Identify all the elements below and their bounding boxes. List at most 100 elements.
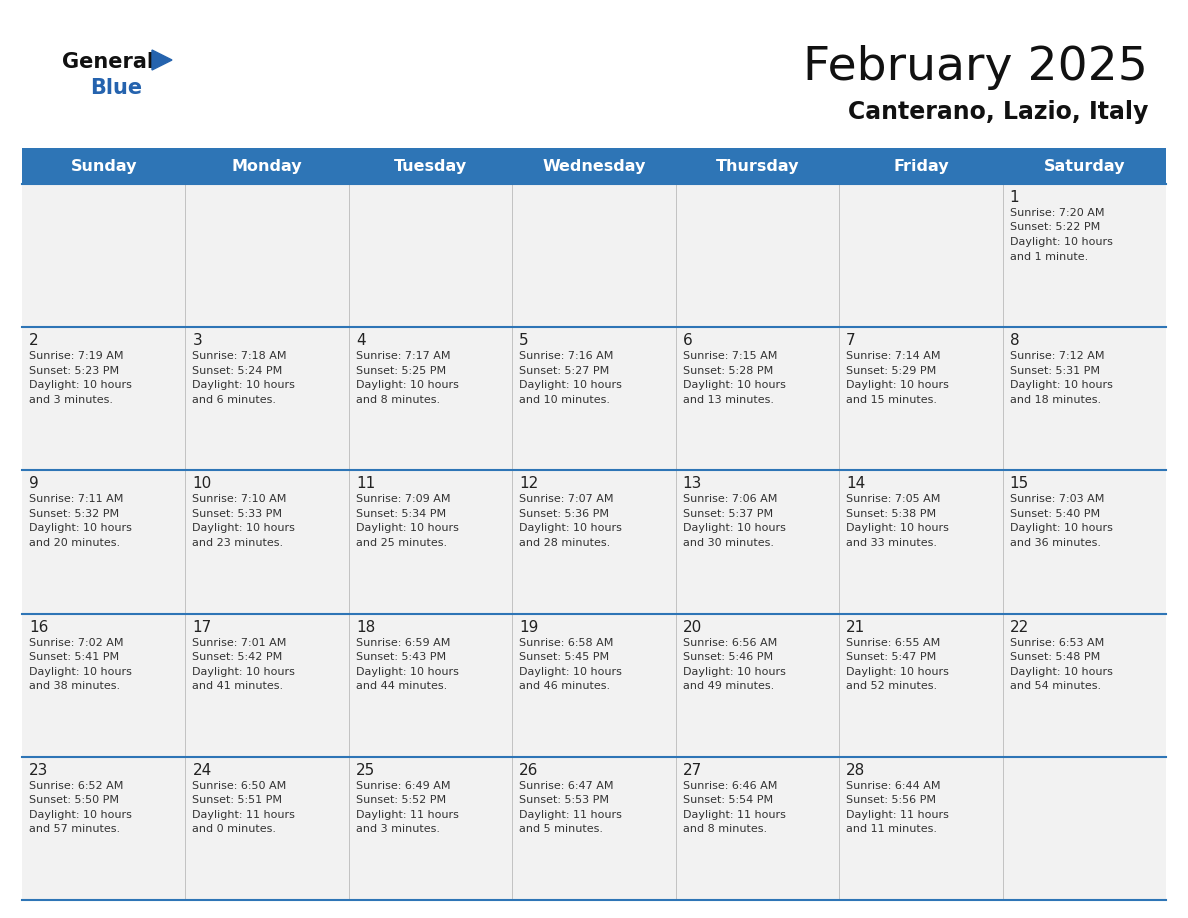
Text: Thursday: Thursday — [715, 159, 800, 174]
Text: Daylight: 10 hours: Daylight: 10 hours — [356, 380, 459, 390]
Text: 24: 24 — [192, 763, 211, 778]
Text: Sunset: 5:36 PM: Sunset: 5:36 PM — [519, 509, 609, 519]
Bar — [185, 470, 349, 613]
Text: Daylight: 10 hours: Daylight: 10 hours — [1010, 523, 1112, 533]
Text: 28: 28 — [846, 763, 865, 778]
Text: Daylight: 10 hours: Daylight: 10 hours — [192, 380, 296, 390]
Bar — [1003, 470, 1165, 613]
Text: Daylight: 10 hours: Daylight: 10 hours — [29, 810, 132, 820]
Text: Sunrise: 6:47 AM: Sunrise: 6:47 AM — [519, 781, 614, 790]
Text: Daylight: 10 hours: Daylight: 10 hours — [1010, 380, 1112, 390]
Text: Sunrise: 7:03 AM: Sunrise: 7:03 AM — [1010, 495, 1104, 504]
Text: and 11 minutes.: and 11 minutes. — [846, 824, 937, 834]
Bar — [185, 148, 349, 184]
Text: Daylight: 10 hours: Daylight: 10 hours — [192, 666, 296, 677]
Bar — [349, 148, 512, 184]
Bar — [839, 148, 1003, 184]
Text: Sunrise: 7:01 AM: Sunrise: 7:01 AM — [192, 638, 286, 647]
Text: 16: 16 — [29, 620, 49, 634]
Text: Daylight: 10 hours: Daylight: 10 hours — [1010, 237, 1112, 247]
Text: Sunset: 5:52 PM: Sunset: 5:52 PM — [356, 795, 446, 805]
Bar — [23, 327, 185, 470]
Text: 23: 23 — [29, 763, 49, 778]
Text: Sunrise: 6:46 AM: Sunrise: 6:46 AM — [683, 781, 777, 790]
Text: Daylight: 10 hours: Daylight: 10 hours — [29, 523, 132, 533]
Text: and 30 minutes.: and 30 minutes. — [683, 538, 773, 548]
Text: and 54 minutes.: and 54 minutes. — [1010, 681, 1101, 691]
Text: Sunset: 5:40 PM: Sunset: 5:40 PM — [1010, 509, 1100, 519]
Bar — [23, 184, 185, 327]
Text: and 36 minutes.: and 36 minutes. — [1010, 538, 1100, 548]
Text: 14: 14 — [846, 476, 865, 491]
Bar — [839, 756, 1003, 900]
Bar — [1003, 148, 1165, 184]
Text: and 38 minutes.: and 38 minutes. — [29, 681, 120, 691]
Text: Sunset: 5:27 PM: Sunset: 5:27 PM — [519, 365, 609, 375]
Text: Daylight: 10 hours: Daylight: 10 hours — [683, 666, 785, 677]
Text: Sunset: 5:56 PM: Sunset: 5:56 PM — [846, 795, 936, 805]
Bar — [185, 613, 349, 756]
Text: Canterano, Lazio, Italy: Canterano, Lazio, Italy — [847, 100, 1148, 124]
Text: and 15 minutes.: and 15 minutes. — [846, 395, 937, 405]
Text: Daylight: 10 hours: Daylight: 10 hours — [846, 380, 949, 390]
Text: Sunset: 5:24 PM: Sunset: 5:24 PM — [192, 365, 283, 375]
Text: Sunrise: 6:50 AM: Sunrise: 6:50 AM — [192, 781, 286, 790]
Text: Sunrise: 7:10 AM: Sunrise: 7:10 AM — [192, 495, 286, 504]
Text: and 13 minutes.: and 13 minutes. — [683, 395, 773, 405]
Bar — [512, 148, 676, 184]
Text: Sunset: 5:33 PM: Sunset: 5:33 PM — [192, 509, 283, 519]
Text: Daylight: 10 hours: Daylight: 10 hours — [356, 666, 459, 677]
Text: Sunset: 5:22 PM: Sunset: 5:22 PM — [1010, 222, 1100, 232]
Text: 20: 20 — [683, 620, 702, 634]
Text: and 57 minutes.: and 57 minutes. — [29, 824, 120, 834]
Text: Sunrise: 7:02 AM: Sunrise: 7:02 AM — [29, 638, 124, 647]
Bar — [676, 613, 839, 756]
Text: Daylight: 10 hours: Daylight: 10 hours — [519, 380, 623, 390]
Text: and 3 minutes.: and 3 minutes. — [356, 824, 440, 834]
Text: and 8 minutes.: and 8 minutes. — [683, 824, 766, 834]
Text: Tuesday: Tuesday — [394, 159, 467, 174]
Text: Friday: Friday — [893, 159, 949, 174]
Text: Daylight: 10 hours: Daylight: 10 hours — [519, 523, 623, 533]
Text: Daylight: 10 hours: Daylight: 10 hours — [1010, 666, 1112, 677]
Text: and 8 minutes.: and 8 minutes. — [356, 395, 440, 405]
Text: Wednesday: Wednesday — [542, 159, 646, 174]
Text: Sunrise: 6:53 AM: Sunrise: 6:53 AM — [1010, 638, 1104, 647]
Text: Sunrise: 7:05 AM: Sunrise: 7:05 AM — [846, 495, 941, 504]
Text: Daylight: 10 hours: Daylight: 10 hours — [846, 523, 949, 533]
Text: 22: 22 — [1010, 620, 1029, 634]
Bar — [676, 327, 839, 470]
Text: General: General — [62, 52, 154, 72]
Bar — [512, 327, 676, 470]
Text: Sunset: 5:37 PM: Sunset: 5:37 PM — [683, 509, 773, 519]
Text: Sunrise: 6:49 AM: Sunrise: 6:49 AM — [356, 781, 450, 790]
Text: and 3 minutes.: and 3 minutes. — [29, 395, 113, 405]
Text: and 25 minutes.: and 25 minutes. — [356, 538, 447, 548]
Text: and 41 minutes.: and 41 minutes. — [192, 681, 284, 691]
Bar — [185, 756, 349, 900]
Text: Daylight: 10 hours: Daylight: 10 hours — [356, 523, 459, 533]
Text: and 5 minutes.: and 5 minutes. — [519, 824, 604, 834]
Text: and 28 minutes.: and 28 minutes. — [519, 538, 611, 548]
Text: 15: 15 — [1010, 476, 1029, 491]
Text: 25: 25 — [356, 763, 375, 778]
Bar — [1003, 327, 1165, 470]
Text: Sunrise: 7:20 AM: Sunrise: 7:20 AM — [1010, 208, 1104, 218]
Text: 18: 18 — [356, 620, 375, 634]
Bar — [349, 470, 512, 613]
Text: and 18 minutes.: and 18 minutes. — [1010, 395, 1101, 405]
Text: Sunset: 5:53 PM: Sunset: 5:53 PM — [519, 795, 609, 805]
Text: and 33 minutes.: and 33 minutes. — [846, 538, 937, 548]
Text: Daylight: 10 hours: Daylight: 10 hours — [192, 523, 296, 533]
Text: Daylight: 11 hours: Daylight: 11 hours — [846, 810, 949, 820]
Text: Sunrise: 7:16 AM: Sunrise: 7:16 AM — [519, 352, 614, 361]
Bar — [512, 756, 676, 900]
Text: Daylight: 10 hours: Daylight: 10 hours — [29, 666, 132, 677]
Text: Blue: Blue — [90, 78, 143, 98]
Bar — [676, 756, 839, 900]
Text: Daylight: 10 hours: Daylight: 10 hours — [519, 666, 623, 677]
Bar — [185, 327, 349, 470]
Text: 4: 4 — [356, 333, 366, 348]
Text: Sunset: 5:54 PM: Sunset: 5:54 PM — [683, 795, 773, 805]
Text: Sunrise: 7:09 AM: Sunrise: 7:09 AM — [356, 495, 450, 504]
